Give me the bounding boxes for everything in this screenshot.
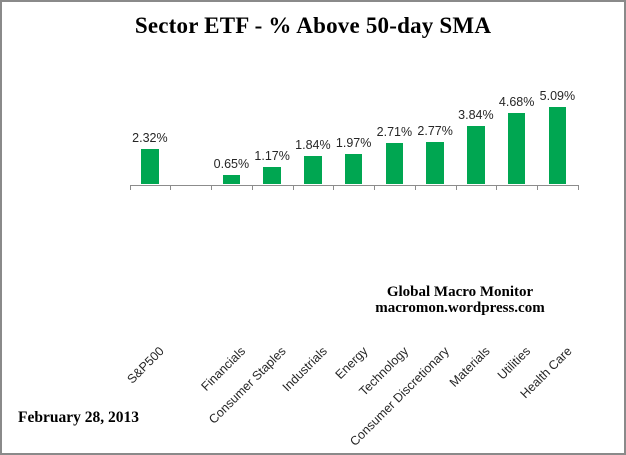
bar-value-label: 1.84% — [295, 138, 331, 153]
bar-consumer-staples — [263, 166, 281, 185]
category-label: Utilities — [495, 344, 534, 383]
bar-energy — [344, 154, 363, 185]
bar-value-label: 4.68% — [498, 94, 535, 109]
x-axis-line — [129, 184, 579, 186]
category-label: S&P500 — [124, 344, 167, 387]
watermark-line1: Global Macro Monitor — [386, 284, 534, 300]
bar-s-p500 — [141, 148, 159, 185]
bar-value-label: 1.17% — [254, 148, 290, 163]
bar-materials — [467, 125, 485, 185]
axis-tick — [414, 185, 416, 190]
bar-health-care — [548, 106, 567, 185]
category-label: Energy — [332, 344, 371, 382]
bar-technology — [385, 142, 404, 185]
bar-financials — [222, 174, 241, 185]
axis-tick — [374, 185, 375, 190]
bar-value-label: 2.77% — [417, 124, 453, 139]
axis-tick — [455, 185, 457, 190]
bar-consumer-discretionary — [426, 142, 444, 185]
bar-industrials — [304, 156, 322, 185]
chart-title: Sector ETF - % Above 50-day SMA — [134, 13, 492, 38]
axis-tick — [170, 185, 172, 190]
watermark: Global Macro Monitor macromon.wordpress.… — [354, 284, 566, 316]
bar-utilities — [507, 112, 526, 185]
bar-value-label: 3.84% — [458, 107, 494, 122]
axis-tick — [211, 185, 212, 190]
axis-tick — [537, 185, 538, 190]
bar-value-label: 2.32% — [132, 130, 168, 145]
axis-tick — [333, 185, 335, 190]
bar-value-label: 2.71% — [376, 124, 413, 139]
axis-tick — [577, 185, 579, 190]
axis-tick — [292, 185, 294, 190]
bar-value-label: 1.97% — [335, 136, 372, 151]
watermark-line2: macromon.wordpress.com — [375, 300, 545, 316]
category-label: Consumer Staples — [206, 344, 290, 427]
axis-tick — [129, 185, 131, 190]
bar-value-label: 0.65% — [213, 156, 250, 171]
date-label: February 28, 2013 — [18, 409, 139, 426]
bar-value-label: 5.09% — [539, 88, 576, 103]
axis-tick — [496, 185, 498, 190]
category-label: Materials — [447, 344, 493, 390]
axis-tick — [251, 185, 253, 190]
